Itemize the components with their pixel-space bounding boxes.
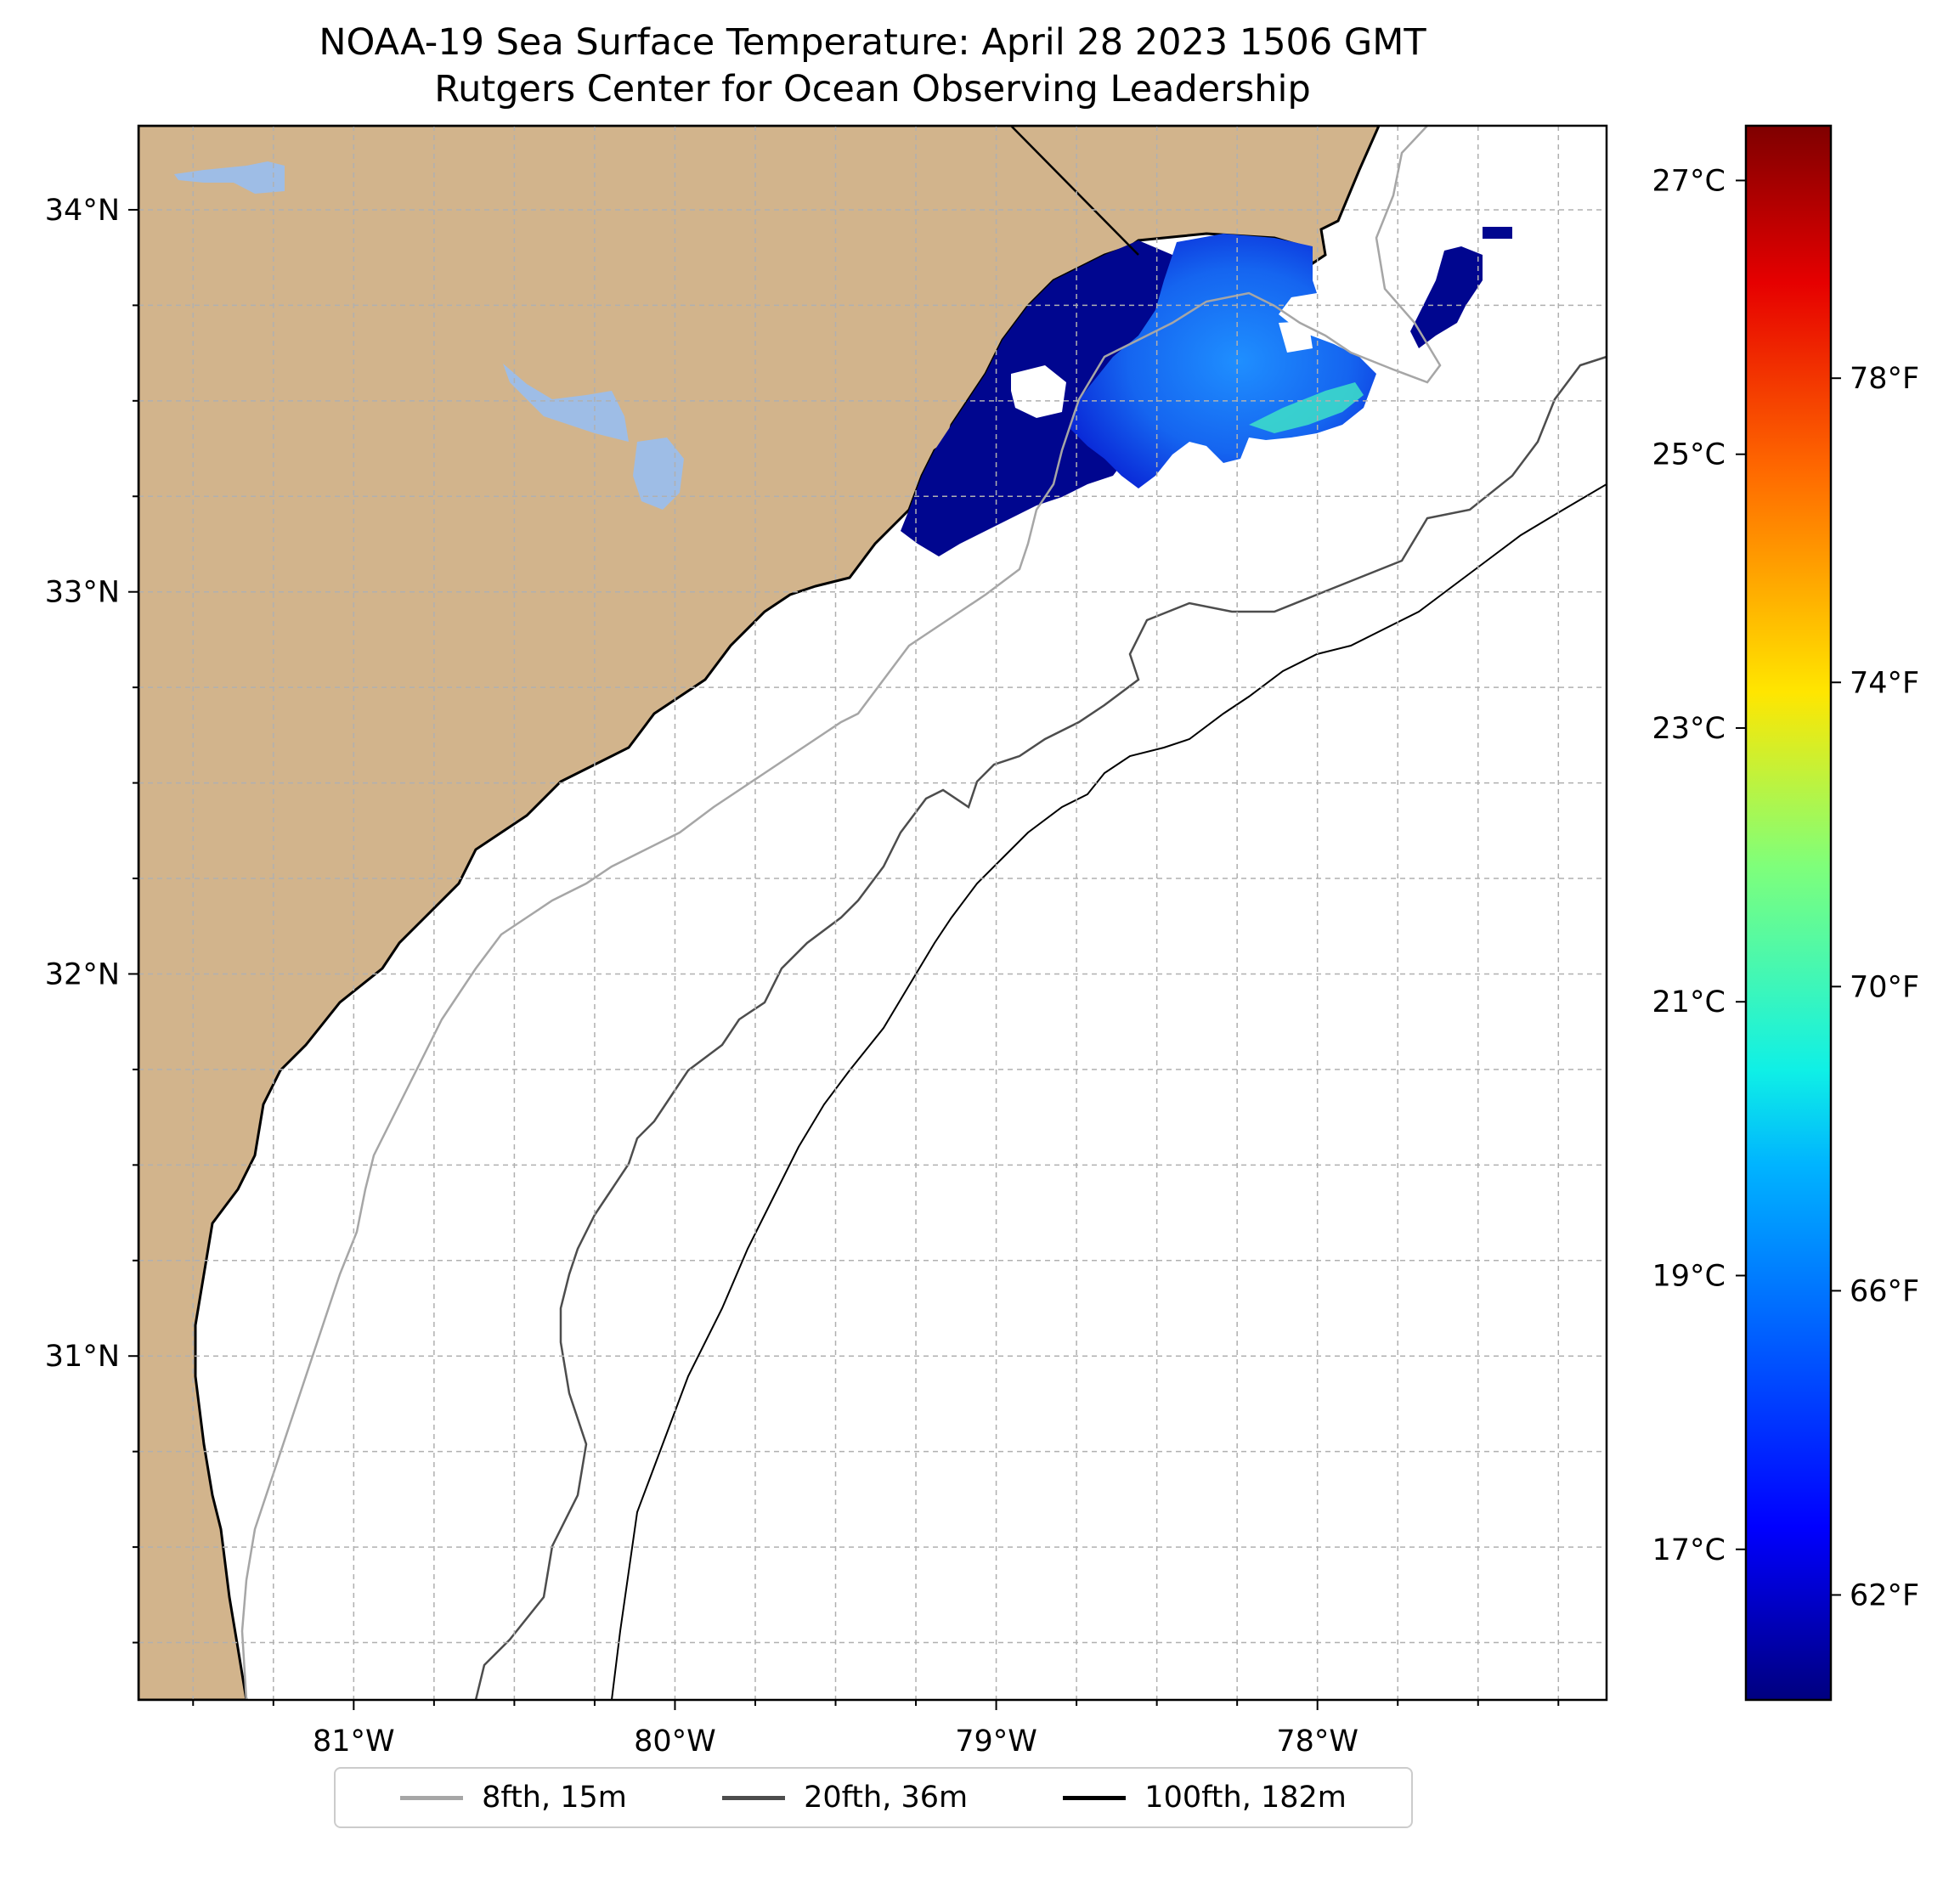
state-border-line xyxy=(1010,126,1139,256)
longitude-label: 78°W xyxy=(1276,1725,1358,1759)
legend-label-20fth: 20fth, 36m xyxy=(804,1781,969,1815)
map-title: NOAA-19 Sea Surface Temperature: April 2… xyxy=(319,21,1426,64)
longitude-label: 81°W xyxy=(313,1725,395,1759)
map-axis-ticks xyxy=(128,208,1560,1710)
map-frame xyxy=(137,124,1608,1702)
legend-label-100fth: 100fth, 182m xyxy=(1144,1781,1347,1815)
longitude-labels: 81°W 80°W 79°W 78°W xyxy=(313,1725,1358,1759)
legend-swatch-8fth xyxy=(400,1795,464,1800)
celsius-label: 21°C xyxy=(1652,985,1726,1019)
sst-nc-patch xyxy=(1410,246,1483,348)
celsius-label: 27°C xyxy=(1652,164,1726,198)
legend-label-8fth: 8fth, 15m xyxy=(482,1781,627,1815)
legend-swatch-20fth xyxy=(722,1795,786,1800)
latitude-label: 34°N xyxy=(45,194,120,228)
latitude-label: 33°N xyxy=(45,576,120,610)
lake-north xyxy=(174,161,285,194)
celsius-label: 19°C xyxy=(1652,1259,1726,1293)
fahrenheit-label: 74°F xyxy=(1850,666,1919,700)
gridlines xyxy=(138,126,1607,1700)
sst-cloud-gap-2 xyxy=(1279,321,1313,353)
fahrenheit-label: 70°F xyxy=(1850,970,1919,1004)
latitude-label: 32°N xyxy=(45,957,120,991)
sst-warm-spot xyxy=(1249,382,1364,433)
colorbar-celsius-labels: 17°C 19°C 21°C 23°C 25°C 27°C xyxy=(1652,164,1746,1567)
fahrenheit-label: 66°F xyxy=(1850,1274,1919,1308)
longitude-label: 79°W xyxy=(955,1725,1037,1759)
legend-item-20fth: 20fth, 36m xyxy=(722,1781,968,1815)
contour-legend: 8fth, 15m 20fth, 36m 100fth, 182m xyxy=(334,1767,1413,1828)
fahrenheit-label: 78°F xyxy=(1850,362,1919,396)
colorbar-scale xyxy=(1744,124,1833,1702)
lake-marion xyxy=(503,364,629,442)
sst-cloud-gap xyxy=(1011,365,1066,418)
land-mass xyxy=(138,126,1381,1700)
contour-8fth-line xyxy=(240,126,1442,1700)
lake-moultrie xyxy=(633,438,684,510)
celsius-label: 17°C xyxy=(1652,1533,1726,1567)
contour-20fth-line xyxy=(474,355,1607,1700)
celsius-label: 23°C xyxy=(1652,712,1726,746)
fahrenheit-label: 62°F xyxy=(1850,1578,1919,1612)
legend-swatch-100fth xyxy=(1063,1795,1127,1800)
longitude-label: 80°W xyxy=(634,1725,716,1759)
celsius-label: 25°C xyxy=(1652,438,1726,472)
latitude-label: 31°N xyxy=(45,1340,120,1374)
colorbar-fahrenheit-labels: 62°F 66°F 70°F 74°F 78°F xyxy=(1831,362,1919,1612)
latitude-labels: 34°N 33°N 32°N 31°N xyxy=(45,194,120,1374)
legend-item-8fth: 8fth, 15m xyxy=(400,1781,627,1815)
map-subtitle: Rutgers Center for Ocean Observing Leade… xyxy=(434,68,1311,110)
sst-nc-speck xyxy=(1483,227,1512,239)
legend-item-100fth: 100fth, 182m xyxy=(1063,1781,1347,1815)
contour-100fth-line xyxy=(611,483,1607,1700)
